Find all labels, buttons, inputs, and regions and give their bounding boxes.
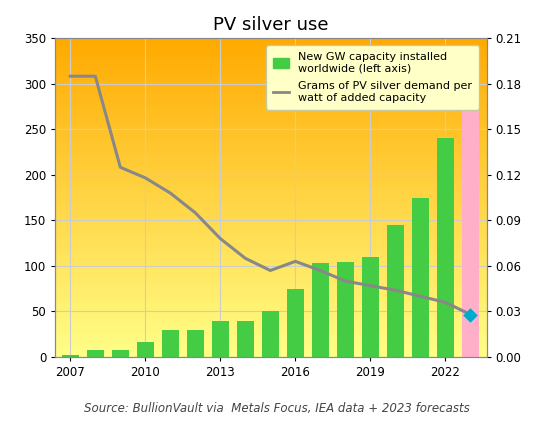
- Bar: [237, 320, 254, 357]
- Bar: [262, 312, 279, 357]
- Bar: [137, 342, 154, 357]
- Bar: [186, 330, 204, 357]
- Bar: [411, 198, 429, 357]
- Bar: [337, 262, 354, 357]
- Bar: [61, 355, 79, 357]
- Bar: [212, 321, 229, 357]
- Bar: [286, 289, 304, 357]
- Bar: [462, 76, 479, 357]
- Bar: [387, 225, 404, 357]
- Point: [466, 311, 475, 318]
- Bar: [161, 330, 179, 357]
- Bar: [87, 350, 104, 357]
- Title: PV silver use: PV silver use: [213, 16, 328, 34]
- Bar: [437, 139, 454, 357]
- Bar: [311, 263, 329, 357]
- Legend: New GW capacity installed
worldwide (left axis), Grams of PV silver demand per
w: New GW capacity installed worldwide (lef…: [266, 45, 479, 110]
- Bar: [112, 350, 129, 357]
- Text: Source: BullionVault via  Metals Focus, IEA data + 2023 forecasts: Source: BullionVault via Metals Focus, I…: [84, 402, 469, 415]
- Bar: [362, 257, 379, 357]
